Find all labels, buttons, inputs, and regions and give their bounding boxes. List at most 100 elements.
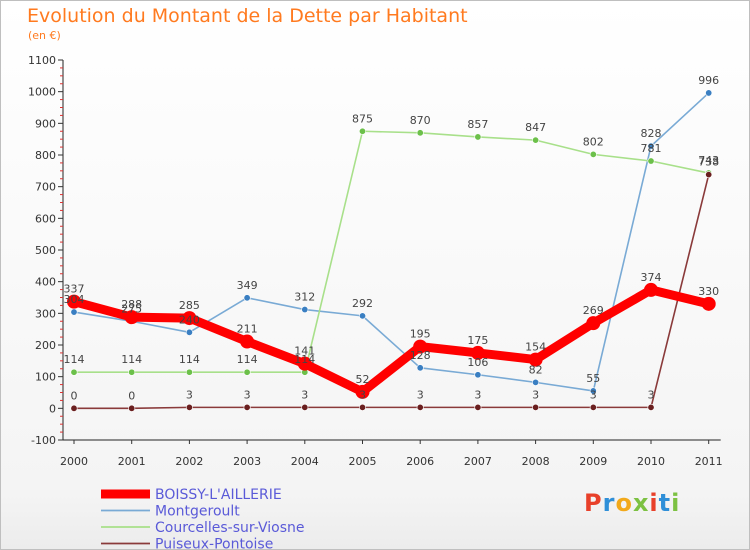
data-point xyxy=(70,368,78,376)
data-label: 996 xyxy=(698,74,719,87)
y-tick-label: 900 xyxy=(35,117,56,130)
x-tick-label: 2002 xyxy=(175,455,203,468)
data-point xyxy=(532,136,540,144)
legend-label: Courcelles-sur-Viosne xyxy=(155,520,304,536)
data-label: 114 xyxy=(64,353,85,366)
data-label: 802 xyxy=(583,135,604,148)
x-tick-label: 2007 xyxy=(464,455,492,468)
data-point xyxy=(705,89,713,97)
y-tick-label: 1000 xyxy=(28,86,56,99)
data-point xyxy=(474,133,482,141)
data-label: 106 xyxy=(467,356,488,369)
y-tick-label: 1100 xyxy=(28,54,56,67)
data-point xyxy=(240,334,255,349)
data-point xyxy=(243,403,251,411)
x-tick-label: 2001 xyxy=(118,455,146,468)
proxiti-logo: Proxiti xyxy=(584,489,680,517)
data-point xyxy=(70,404,78,412)
data-label: 285 xyxy=(179,299,200,312)
data-label: 211 xyxy=(237,323,258,336)
y-tick-label: 100 xyxy=(35,371,56,384)
x-tick-label: 2003 xyxy=(233,455,261,468)
data-point xyxy=(301,306,309,314)
series-line-1 xyxy=(73,92,710,392)
data-point xyxy=(297,356,312,371)
data-point xyxy=(474,403,482,411)
data-label: 288 xyxy=(121,298,142,311)
data-label: 3 xyxy=(648,388,655,401)
data-point xyxy=(358,403,366,411)
data-label: 3 xyxy=(301,388,308,401)
data-label: 3 xyxy=(186,388,193,401)
data-point xyxy=(528,352,543,367)
data-point xyxy=(70,308,78,316)
data-label: 312 xyxy=(294,291,315,304)
legend-label: BOISSY-L'AILLERIE xyxy=(155,487,282,503)
data-label: 292 xyxy=(352,297,373,310)
data-point xyxy=(182,311,197,326)
data-point xyxy=(301,403,309,411)
data-label: 3 xyxy=(359,388,366,401)
x-tick-label: 2006 xyxy=(406,455,434,468)
data-point xyxy=(413,339,428,354)
data-label: 114 xyxy=(294,353,315,366)
data-point xyxy=(532,378,540,386)
data-point xyxy=(589,150,597,158)
data-point xyxy=(67,294,81,309)
data-label: 3 xyxy=(532,388,539,401)
data-label: 240 xyxy=(179,313,200,326)
legend-label: Montgeroult xyxy=(155,504,240,520)
data-point xyxy=(358,312,366,320)
y-tick-label: 500 xyxy=(35,244,56,257)
data-label: 337 xyxy=(64,283,85,296)
data-label: 0 xyxy=(128,389,135,402)
data-point xyxy=(470,345,485,360)
data-point xyxy=(586,316,601,331)
data-point xyxy=(416,403,424,411)
x-tick-label: 2008 xyxy=(522,455,550,468)
data-point xyxy=(647,403,655,411)
data-point xyxy=(185,328,193,336)
chart-title: Evolution du Montant de la Dette par Hab… xyxy=(27,5,468,27)
x-tick-label: 2009 xyxy=(579,455,607,468)
data-point xyxy=(243,294,251,302)
data-label: 870 xyxy=(410,114,431,127)
data-label: 175 xyxy=(467,334,488,347)
y-tick-label: 0 xyxy=(49,402,56,415)
data-point xyxy=(705,171,713,179)
x-tick-label: 2004 xyxy=(291,455,319,468)
y-tick-label: 700 xyxy=(35,181,56,194)
data-label: 781 xyxy=(641,142,662,155)
data-label: 275 xyxy=(121,302,142,315)
data-point xyxy=(589,387,597,395)
data-point xyxy=(647,157,655,165)
data-label: 55 xyxy=(586,372,600,385)
data-label: 141 xyxy=(294,345,315,358)
data-point xyxy=(644,282,658,297)
data-point xyxy=(532,403,540,411)
y-tick-label: 200 xyxy=(35,339,56,352)
logo-letter: P xyxy=(584,489,603,517)
y-tick-label: 300 xyxy=(35,307,56,320)
series-line-0 xyxy=(69,285,714,397)
data-label: 738 xyxy=(698,156,719,169)
data-point xyxy=(243,368,251,376)
data-label: 154 xyxy=(525,341,546,354)
y-tick-label: -100 xyxy=(31,434,56,447)
data-point xyxy=(416,364,424,372)
logo-letter: o xyxy=(615,489,633,517)
data-point xyxy=(355,384,370,399)
y-tick-label: 600 xyxy=(35,212,56,225)
y-tick-label: 400 xyxy=(35,276,56,289)
x-tick-label: 2000 xyxy=(60,455,88,468)
data-label: 114 xyxy=(121,353,142,366)
x-tick-label: 2005 xyxy=(349,455,377,468)
data-label: 857 xyxy=(467,118,488,131)
data-label: 3 xyxy=(474,388,481,401)
series-line-3 xyxy=(73,173,710,410)
data-label: 3 xyxy=(244,388,251,401)
legend-label: Puiseux-Pontoise xyxy=(155,537,273,550)
data-point xyxy=(128,404,136,412)
data-label: 52 xyxy=(356,373,370,386)
